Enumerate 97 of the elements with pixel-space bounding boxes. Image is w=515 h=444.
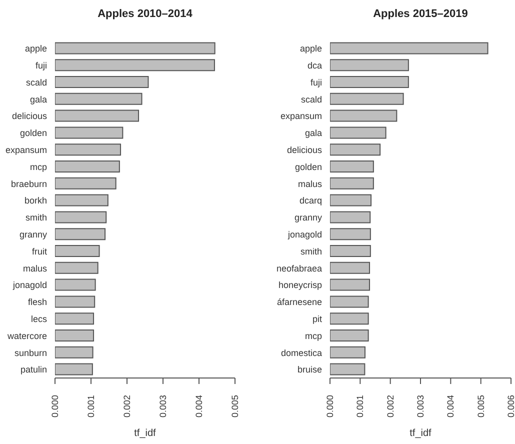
y-tick-label: dca xyxy=(307,60,322,71)
x-tick-label: 0.004 xyxy=(446,395,456,418)
y-tick-label: domestica xyxy=(280,348,322,358)
y-tick-label: malus xyxy=(298,178,322,189)
bar xyxy=(330,211,371,224)
bar xyxy=(330,126,386,139)
y-tick-label: sunburn xyxy=(14,348,47,358)
bar xyxy=(55,363,93,376)
bar xyxy=(55,177,116,190)
x-axis-title: tf_idf xyxy=(134,428,156,439)
y-tick-label: expansum xyxy=(5,145,47,156)
chart-title: Apples 2010–2014 xyxy=(96,8,194,20)
y-tick-label: neofabraea xyxy=(276,263,322,274)
bar xyxy=(55,59,215,72)
bar xyxy=(55,330,94,342)
y-tick-label: scald xyxy=(26,77,47,88)
bar xyxy=(55,228,106,240)
y-tick-label: dcarq xyxy=(299,196,322,206)
y-tick-label: mcp xyxy=(304,330,322,341)
x-tick-label: 0.005 xyxy=(230,395,240,418)
bar xyxy=(330,144,381,156)
bar xyxy=(330,160,374,173)
bar xyxy=(330,363,366,376)
y-tick-label: expansum xyxy=(280,111,322,122)
bar xyxy=(330,262,370,274)
bar xyxy=(55,245,100,258)
y-tick-label: granny xyxy=(19,230,48,240)
y-tick-label: fruit xyxy=(32,246,48,256)
y-tick-label: lecs xyxy=(30,314,48,324)
bar xyxy=(55,126,124,139)
x-tick-label: 0.003 xyxy=(158,395,168,418)
y-tick-label: bruise xyxy=(297,364,322,375)
bar xyxy=(330,312,369,325)
bar xyxy=(55,211,107,224)
y-tick-label: watercore xyxy=(6,330,47,341)
bar xyxy=(55,296,96,308)
bar xyxy=(330,346,366,358)
y-tick-label: delicious xyxy=(286,145,322,156)
x-axis-title: tf_idf xyxy=(410,428,432,439)
y-tick-label: jonagold xyxy=(286,230,322,240)
y-tick-label: malus xyxy=(22,263,48,274)
y-tick-label: gala xyxy=(304,128,322,138)
x-tick-label: 0.001 xyxy=(86,395,96,418)
y-tick-label: fuji xyxy=(310,77,322,88)
x-tick-label: 0.000 xyxy=(50,395,60,418)
y-tick-label: braeburn xyxy=(10,178,47,189)
bar xyxy=(330,177,374,190)
bar xyxy=(330,245,371,258)
y-tick-label: patulin xyxy=(20,364,47,375)
y-tick-label: apple xyxy=(300,44,322,54)
y-tick-label: smith xyxy=(300,246,322,256)
bar xyxy=(55,144,122,156)
y-tick-label: fuji xyxy=(35,60,47,71)
bar xyxy=(330,59,409,72)
bar xyxy=(55,346,94,358)
x-tick-label: 0.004 xyxy=(194,395,204,418)
bar xyxy=(330,42,488,54)
bar xyxy=(330,92,404,105)
x-tick-label: 0.000 xyxy=(325,395,335,418)
x-tick-label: 0.006 xyxy=(506,395,515,418)
x-tick-label: 0.005 xyxy=(476,395,486,418)
bar xyxy=(55,262,98,274)
bar xyxy=(330,194,372,206)
y-tick-label: apple xyxy=(24,44,47,54)
y-tick-label: flesh xyxy=(28,297,47,308)
y-tick-label: jonagold xyxy=(12,280,47,290)
bar xyxy=(330,228,371,240)
bar xyxy=(55,312,94,325)
y-tick-label: mcp xyxy=(30,162,47,172)
y-tick-label: scald xyxy=(300,94,322,104)
bar xyxy=(330,76,409,88)
y-tick-label: gala xyxy=(30,94,47,104)
y-tick-label: honeycrisp xyxy=(278,280,322,290)
y-tick-label: borkh xyxy=(24,196,47,206)
y-tick-label: smith xyxy=(25,212,47,223)
bar xyxy=(55,42,216,54)
y-tick-label: granny xyxy=(294,212,322,223)
bar xyxy=(55,110,140,122)
bar xyxy=(55,76,149,88)
x-tick-label: 0.002 xyxy=(385,395,396,418)
y-tick-label: golden xyxy=(20,128,47,138)
y-tick-label: pit xyxy=(312,314,322,324)
chart-title: Apples 2015–2019 xyxy=(372,8,469,20)
bar xyxy=(330,296,369,308)
x-tick-label: 0.003 xyxy=(416,395,426,418)
bar xyxy=(55,92,142,105)
y-tick-label: golden xyxy=(294,162,322,172)
y-tick-label: delicious xyxy=(12,111,48,122)
bar xyxy=(55,160,120,173)
x-tick-label: 0.001 xyxy=(355,395,366,418)
bar xyxy=(330,278,370,291)
bar xyxy=(55,194,108,206)
bar xyxy=(55,278,96,291)
bar xyxy=(330,330,369,342)
bar xyxy=(330,110,398,122)
y-tick-label: áfarnesene xyxy=(276,297,322,308)
x-tick-label: 0.002 xyxy=(122,395,132,418)
